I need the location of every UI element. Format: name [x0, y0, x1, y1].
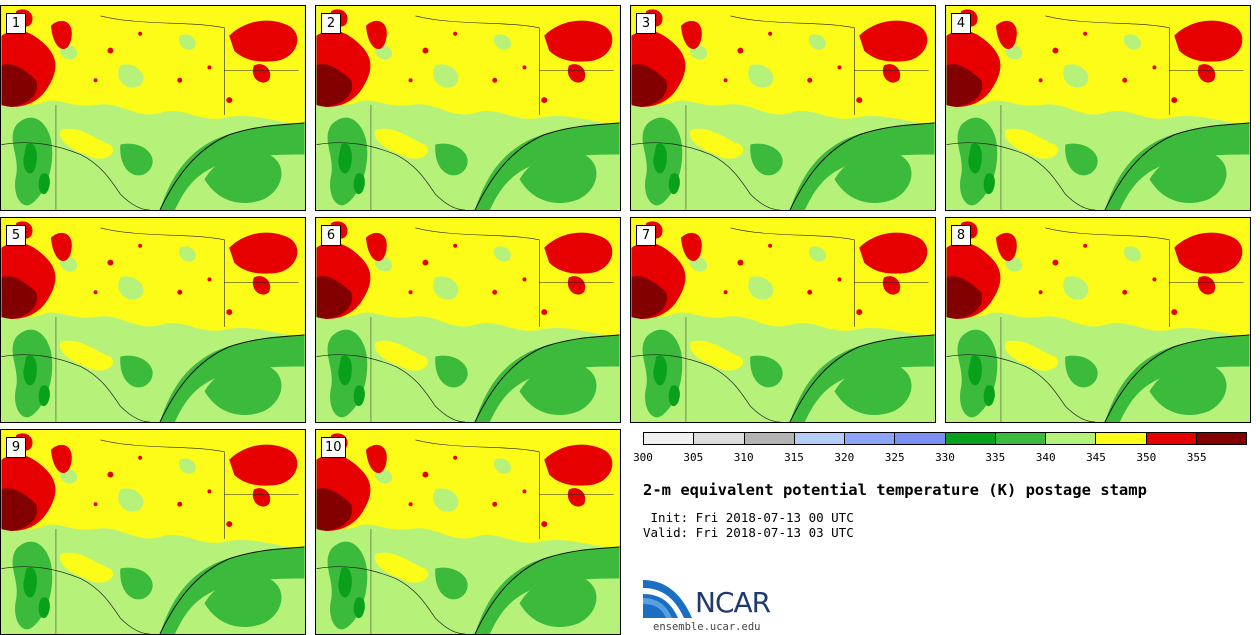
colorbar-tick-label: 345	[1086, 451, 1106, 464]
map-image	[631, 6, 935, 210]
member-number: 10	[321, 437, 346, 458]
colorbar-tick-label: 350	[1136, 451, 1157, 464]
map-image	[1, 218, 305, 422]
ensemble-member-map: 3	[630, 5, 936, 211]
ensemble-member-map: 7	[630, 217, 936, 423]
colorbar-tick-label: 355	[1186, 451, 1207, 464]
colorbar-tick-label: 330	[935, 451, 955, 464]
ensemble-member-map: 9	[0, 429, 306, 635]
colorbar-segment	[744, 433, 795, 444]
colorbar-segment	[845, 433, 896, 444]
ensemble-member-map: 1	[0, 5, 306, 211]
ensemble-member-map: 8	[945, 217, 1251, 423]
colorbar-tick-label: 320	[834, 451, 855, 464]
colorbar-segment	[1146, 433, 1197, 444]
map-image	[1, 6, 305, 210]
map-image	[316, 430, 620, 634]
member-number: 3	[636, 13, 656, 34]
member-number: 2	[321, 13, 341, 34]
map-image	[946, 6, 1250, 210]
colorbar-tick-label: 300	[633, 451, 653, 464]
chart-title: 2-m equivalent potential temperature (K)…	[643, 481, 1147, 499]
member-number: 6	[321, 225, 341, 246]
colorbar-segment	[895, 433, 946, 444]
map-image	[631, 218, 935, 422]
map-image	[1, 430, 305, 634]
ensemble-member-map: 2	[315, 5, 621, 211]
colorbar-tick-label: 335	[985, 451, 1006, 464]
colorbar-tick-label: 340	[1035, 451, 1056, 464]
logo-url: ensemble.ucar.edu	[653, 621, 761, 633]
colorbar-segment	[995, 433, 1046, 444]
colorbar-tick-label: 310	[733, 451, 754, 464]
member-number: 7	[636, 225, 656, 246]
colorbar	[643, 432, 1247, 445]
colorbar-segment	[794, 433, 845, 444]
member-number: 9	[6, 437, 26, 458]
member-number: 1	[6, 13, 26, 34]
map-image	[316, 218, 620, 422]
ensemble-member-map: 4	[945, 5, 1251, 211]
member-number: 4	[951, 13, 971, 34]
valid-time: Valid: Fri 2018-07-13 03 UTC	[643, 525, 854, 540]
map-image	[316, 6, 620, 210]
colorbar-tick-label: 315	[784, 451, 804, 464]
ensemble-member-map: 6	[315, 217, 621, 423]
map-image	[946, 218, 1250, 422]
colorbar-segment	[1096, 433, 1147, 444]
ncar-logo-icon	[643, 580, 692, 618]
member-number: 5	[6, 225, 26, 246]
colorbar-segment	[694, 433, 745, 444]
logo-text: NCAR	[695, 586, 771, 619]
ensemble-member-map: 5	[0, 217, 306, 423]
init-time: Init: Fri 2018-07-13 00 UTC	[643, 510, 854, 525]
colorbar-segment	[644, 433, 695, 444]
colorbar-segment	[945, 433, 996, 444]
colorbar-segment	[1046, 433, 1097, 444]
colorbar-tick-label: 305	[683, 451, 704, 464]
colorbar-tick-label: 325	[884, 451, 905, 464]
ensemble-member-map: 10	[315, 429, 621, 635]
colorbar-segment	[1196, 433, 1246, 444]
member-number: 8	[951, 225, 971, 246]
